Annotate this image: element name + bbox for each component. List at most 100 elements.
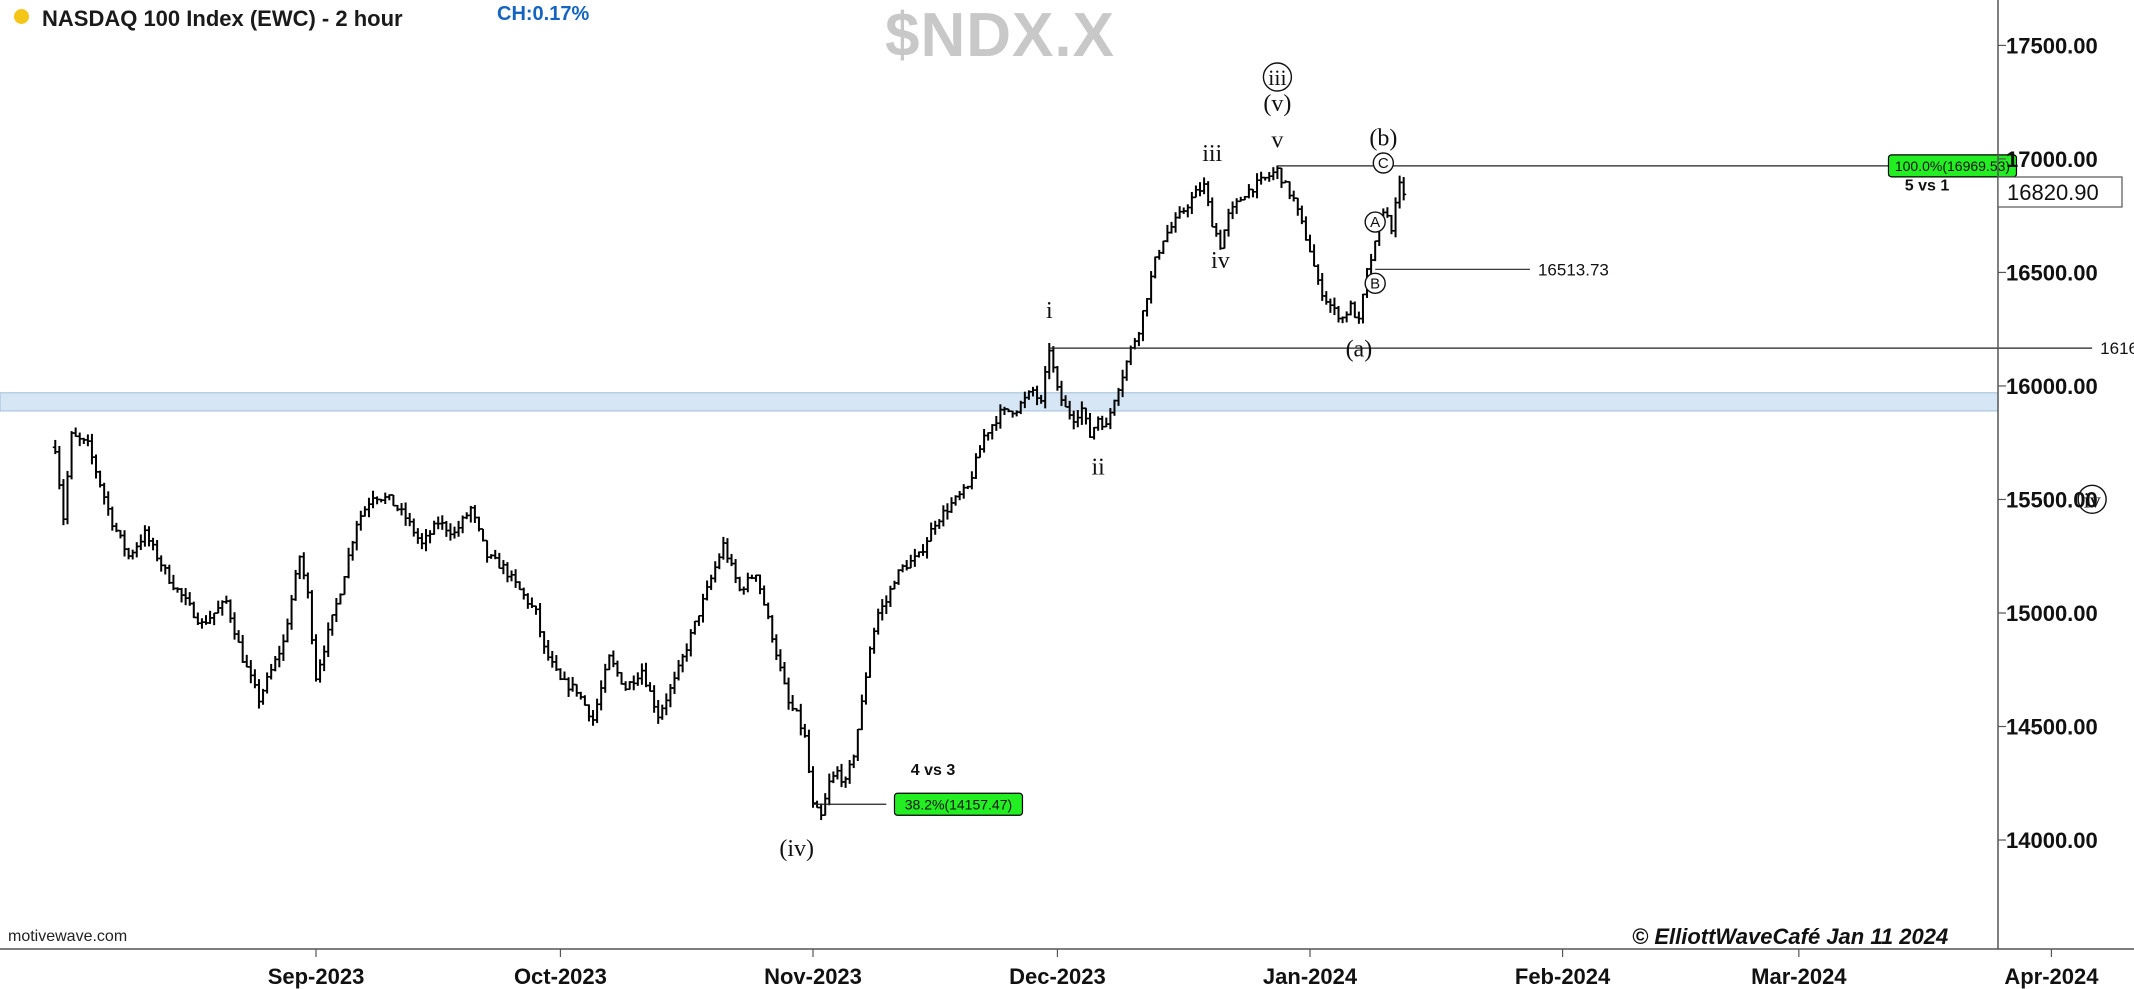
ohlc-bar xyxy=(268,663,274,680)
ohlc-bar xyxy=(211,612,217,626)
ohlc-bar xyxy=(390,494,396,507)
ohlc-bar xyxy=(924,537,930,559)
y-tick-label: 16000.00 xyxy=(2006,374,2098,399)
ohlc-bar xyxy=(712,561,718,583)
ohlc-bar xyxy=(716,553,722,570)
ohlc-bar xyxy=(826,773,832,806)
ohlc-bar xyxy=(761,585,767,606)
ohlc-bar xyxy=(940,505,946,527)
ohlc-bar xyxy=(879,599,885,621)
ohlc-bar xyxy=(1331,297,1337,316)
wave-label: (a) xyxy=(1346,336,1373,362)
ohlc-bar xyxy=(407,512,413,527)
ohlc-bar xyxy=(896,569,902,585)
status-dot-icon xyxy=(14,9,29,24)
x-tick-label: Apr-2024 xyxy=(2004,964,2099,989)
ohlc-bar xyxy=(549,650,555,668)
ohlc-bar xyxy=(932,520,938,535)
ohlc-bar xyxy=(847,759,853,784)
ohlc-bar xyxy=(867,646,873,678)
ohlc-bar xyxy=(350,540,356,561)
ohlc-bar xyxy=(447,523,453,541)
wave-label: v xyxy=(1271,128,1283,154)
wave-circle xyxy=(1262,62,1293,92)
ohlc-bar xyxy=(109,506,115,531)
ohlc-bar xyxy=(232,612,238,640)
ohlc-bar xyxy=(1124,360,1130,381)
wave-label: iii xyxy=(1262,62,1293,92)
ohlc-bar xyxy=(1050,346,1056,373)
wave-text: i xyxy=(1046,298,1053,324)
ohlc-bar xyxy=(912,548,918,567)
ohlc-bar xyxy=(957,490,963,501)
ohlc-bar xyxy=(1360,293,1366,324)
ohlc-bar xyxy=(1160,240,1166,254)
ohlc-bar xyxy=(1336,305,1342,323)
price-axis: 17500.00 17000.00 16500.00 16000.00 15500.00… xyxy=(1998,33,2098,853)
ohlc-bar xyxy=(1311,244,1317,267)
wave-label: iv xyxy=(2077,484,2107,514)
wave-text: (b) xyxy=(1369,125,1397,151)
ohlc-bar xyxy=(146,526,152,547)
ohlc-bar xyxy=(394,504,400,512)
ohlc-bar xyxy=(1303,216,1309,241)
note-label: 5 vs 1 xyxy=(1905,178,1950,195)
ohlc-bar xyxy=(305,572,311,599)
ohlc-bar xyxy=(818,803,824,821)
ohlc-bar xyxy=(704,580,710,601)
ohlc-bar xyxy=(403,502,409,526)
ohlc-bar xyxy=(1185,204,1191,218)
ohlc-bar xyxy=(1075,410,1081,428)
ohlc-bar xyxy=(1164,224,1170,243)
y-tick-label: 14000.00 xyxy=(2006,828,2098,853)
ohlc-bar xyxy=(101,482,107,505)
fib-level-label: 100.0%(16969.53) xyxy=(1895,158,2010,174)
ohlc-bar xyxy=(525,593,531,609)
ohlc-bar xyxy=(578,691,584,700)
ohlc-bar xyxy=(1221,229,1227,250)
ohlc-bar xyxy=(504,562,510,583)
ohlc-bar xyxy=(69,431,75,480)
ohlc-bar xyxy=(60,479,66,526)
ohlc-bar xyxy=(1201,177,1207,195)
ohlc-bar xyxy=(582,695,588,706)
y-tick-label: 15000.00 xyxy=(2006,601,2098,626)
ohlc-bar xyxy=(1152,256,1158,279)
wave-text: ii xyxy=(1091,455,1105,481)
ohlc-bar xyxy=(342,576,348,596)
ohlc-bar xyxy=(415,528,421,544)
ohlc-bar xyxy=(614,660,620,677)
ohlc-bar xyxy=(696,614,702,626)
y-tick-label: 17500.00 xyxy=(2006,33,2098,58)
x-tick-label: Feb-2024 xyxy=(1515,964,1611,989)
ohlc-bar xyxy=(920,544,926,556)
ohlc-bar xyxy=(855,728,861,762)
ohlc-bar xyxy=(1193,185,1199,199)
time-axis: Sep-2023 Oct-2023 Nov-2023 Dec-2023 Jan-2024… xyxy=(268,949,2099,989)
ohlc-bar xyxy=(321,645,327,672)
ohlc-bar xyxy=(456,520,462,537)
ohlc-bar xyxy=(720,536,726,560)
ohlc-bar xyxy=(130,549,136,560)
ohlc-bar xyxy=(166,564,172,584)
wave-label: B xyxy=(1364,272,1386,295)
ohlc-bar xyxy=(786,677,792,710)
ohlc-bar xyxy=(423,528,429,552)
ohlc-bar xyxy=(219,600,225,616)
ohlc-bar xyxy=(240,634,246,663)
ohlc-bar xyxy=(521,587,527,600)
ohlc-bar xyxy=(309,590,315,645)
ohlc-bar xyxy=(374,496,380,505)
support-band xyxy=(0,392,1999,412)
price-bars xyxy=(52,165,1407,821)
ohlc-bar xyxy=(366,497,372,518)
ohlc-bar xyxy=(1103,417,1109,428)
ohlc-bar xyxy=(382,492,388,505)
ohlc-bar xyxy=(496,552,502,570)
ohlc-bar xyxy=(513,569,519,588)
ohlc-bar xyxy=(419,533,425,550)
ohlc-bar xyxy=(1352,301,1358,319)
x-tick-label: Mar-2024 xyxy=(1751,964,1847,989)
ohlc-bar xyxy=(1315,264,1321,285)
